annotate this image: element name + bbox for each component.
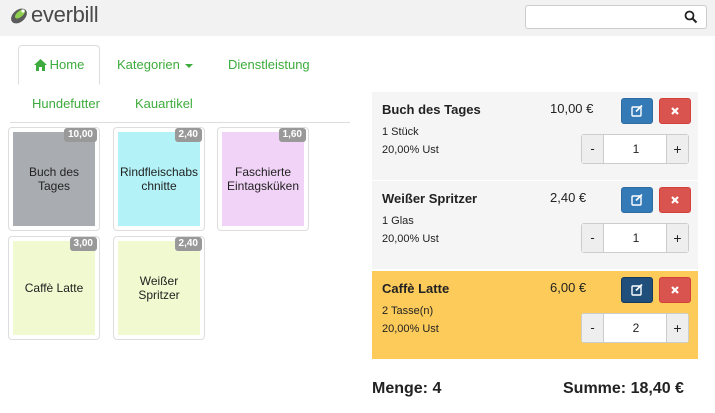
search-input[interactable] <box>530 8 680 26</box>
product-price-badge: 2,40 <box>174 128 202 142</box>
product-tile-body: Rindfleischabs chnitte <box>118 132 200 226</box>
edit-button[interactable] <box>621 187 653 213</box>
close-icon <box>671 107 679 115</box>
product-tile-body: Weißer Spritzer <box>118 241 200 335</box>
cart-item-tax: 20,00% Ust <box>382 233 439 245</box>
tab-kauartikel-label: Kauartikel <box>135 96 193 111</box>
total-quantity: Menge: 4 <box>372 380 442 397</box>
product-name: Weißer Spritzer <box>138 274 180 302</box>
tab-hundefutter[interactable]: Hundefutter <box>32 96 100 112</box>
decrement-button[interactable]: - <box>582 224 604 252</box>
product-tile[interactable]: Caffè Latte 3,00 <box>8 236 100 340</box>
caret-down-icon <box>184 63 193 68</box>
close-icon <box>671 286 679 294</box>
close-icon <box>671 196 679 204</box>
tab-home[interactable]: Home <box>18 45 100 85</box>
increment-button[interactable]: + <box>666 224 688 252</box>
top-bar: everbill <box>0 0 715 36</box>
increment-button[interactable]: + <box>666 314 688 342</box>
home-icon <box>33 59 47 71</box>
cart-item-price: 6,00 € <box>550 280 587 295</box>
delete-button[interactable] <box>659 277 691 303</box>
quantity-input[interactable]: 1 <box>632 142 640 156</box>
cart-item-selected: Caffè Latte 2 Tasse(n) 20,00% Ust 6,00 €… <box>372 271 698 359</box>
product-tile-body: Faschierte Eintagsküken <box>222 132 304 226</box>
edit-button[interactable] <box>621 98 653 124</box>
cart-item-name: Caffè Latte <box>382 281 450 296</box>
logo-text: everbill <box>31 2 99 27</box>
quantity-stepper: - 1 + <box>581 223 689 253</box>
cart-item-price: 2,40 € <box>550 190 587 205</box>
tab-hundefutter-label: Hundefutter <box>32 96 100 111</box>
tab-kauartikel[interactable]: Kauartikel <box>135 96 193 112</box>
tabs-divider <box>10 122 350 123</box>
cart-item-price: 10,00 € <box>550 101 594 116</box>
tab-home-label: Home <box>49 57 85 72</box>
tab-kategorien-label: Kategorien <box>117 57 180 72</box>
product-name: Faschierte Eintagsküken <box>226 165 300 193</box>
product-name: Rindfleischabs chnitte <box>119 165 199 193</box>
cart-item: Buch des Tages 1 Stück 20,00% Ust 10,00 … <box>372 92 698 180</box>
tab-dienstleistung[interactable]: Dienstleistung <box>228 57 310 73</box>
product-tile[interactable]: Faschierte Eintagsküken 1,60 <box>217 127 309 231</box>
cart-item-tax: 20,00% Ust <box>382 323 439 335</box>
product-name: Buch des Tages <box>28 165 80 193</box>
search-box[interactable] <box>525 5 707 29</box>
increment-button[interactable]: + <box>666 135 688 163</box>
product-price-badge: 10,00 <box>63 128 97 142</box>
logo-leaf-icon <box>11 8 27 24</box>
delete-button[interactable] <box>659 187 691 213</box>
product-tile-body: Caffè Latte <box>13 241 95 335</box>
product-tile-body: Buch des Tages <box>13 132 95 226</box>
product-price-badge: 3,00 <box>69 237 97 251</box>
decrement-button[interactable]: - <box>582 135 604 163</box>
cart-item-unit: 1 Stück <box>382 126 419 138</box>
logo[interactable]: everbill <box>8 2 99 27</box>
cart-item-name: Buch des Tages <box>382 102 481 117</box>
product-tile[interactable]: Buch des Tages 10,00 <box>8 127 100 231</box>
product-price-badge: 1,60 <box>278 128 306 142</box>
quantity-input[interactable]: 1 <box>632 231 640 245</box>
decrement-button[interactable]: - <box>582 314 604 342</box>
product-tile[interactable]: Rindfleischabs chnitte 2,40 <box>113 127 205 231</box>
cart-item: Weißer Spritzer 1 Glas 20,00% Ust 2,40 €… <box>372 181 698 269</box>
search-icon[interactable] <box>684 10 698 24</box>
quantity-stepper: - 1 + <box>581 134 689 164</box>
product-price-badge: 2,40 <box>174 237 202 251</box>
product-tile[interactable]: Weißer Spritzer 2,40 <box>113 236 205 340</box>
tab-dienstleistung-label: Dienstleistung <box>228 57 310 72</box>
edit-icon <box>631 193 643 206</box>
quantity-stepper: - 2 + <box>581 313 689 343</box>
edit-icon <box>631 104 643 117</box>
cart-item-unit: 2 Tasse(n) <box>382 305 434 317</box>
edit-icon <box>631 283 643 296</box>
cart-item-unit: 1 Glas <box>382 215 414 227</box>
delete-button[interactable] <box>659 98 691 124</box>
cart-item-tax: 20,00% Ust <box>382 144 439 156</box>
edit-button[interactable] <box>621 277 653 303</box>
total-sum: Summe: 18,40 € <box>563 380 684 397</box>
quantity-input[interactable]: 2 <box>632 321 640 335</box>
product-name: Caffè Latte <box>24 281 84 295</box>
cart-item-name: Weißer Spritzer <box>382 191 478 206</box>
tab-kategorien[interactable]: Kategorien <box>117 57 193 73</box>
